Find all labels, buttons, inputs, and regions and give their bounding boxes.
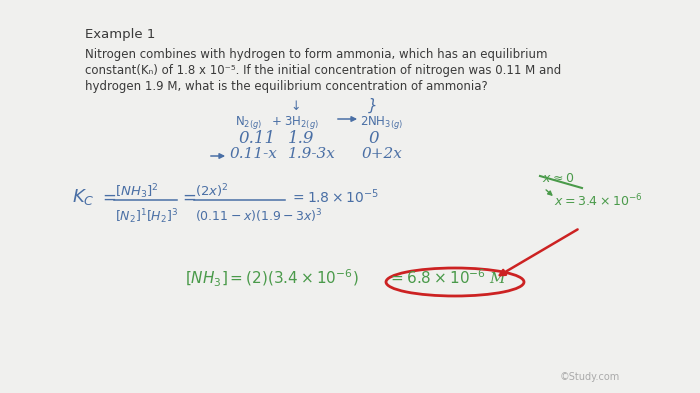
- Text: 0.11: 0.11: [238, 130, 275, 147]
- Text: $[NH_3]^2$: $[NH_3]^2$: [115, 182, 158, 201]
- Text: $=6.8\times10^{-6}$ M: $=6.8\times10^{-6}$ M: [388, 268, 507, 287]
- Text: Nitrogen combines with hydrogen to form ammonia, which has an equilibrium: Nitrogen combines with hydrogen to form …: [85, 48, 547, 61]
- Text: N$_{2(g)}$: N$_{2(g)}$: [235, 114, 262, 131]
- Text: 1.9: 1.9: [288, 130, 314, 147]
- Text: 1.9-3x: 1.9-3x: [288, 147, 336, 161]
- Text: $\mathit{K_C}$: $\mathit{K_C}$: [72, 187, 94, 207]
- Text: + 3H$_{2(g)}$: + 3H$_{2(g)}$: [271, 114, 319, 131]
- Text: 0.11-x: 0.11-x: [230, 147, 278, 161]
- Text: $x\approx0$: $x\approx0$: [542, 172, 574, 185]
- Text: 0+2x: 0+2x: [362, 147, 403, 161]
- Text: $[N_2]^1[H_2]^3$: $[N_2]^1[H_2]^3$: [115, 207, 178, 226]
- Text: $(0.11-x)(1.9-3x)^3$: $(0.11-x)(1.9-3x)^3$: [195, 207, 323, 225]
- Text: Example 1: Example 1: [85, 28, 155, 41]
- Text: =: =: [102, 189, 116, 207]
- Text: }: }: [368, 98, 378, 113]
- Text: constant(Kₙ) of 1.8 x 10⁻⁵. If the initial concentration of nitrogen was 0.11 M : constant(Kₙ) of 1.8 x 10⁻⁵. If the initi…: [85, 64, 561, 77]
- Text: 0: 0: [368, 130, 379, 147]
- Text: $(2x)^2$: $(2x)^2$: [195, 182, 229, 200]
- Text: =: =: [182, 189, 196, 207]
- Text: $= 1.8\times10^{-5}$: $= 1.8\times10^{-5}$: [290, 188, 379, 206]
- Text: hydrogen 1.9 M, what is the equilibrium concentration of ammonia?: hydrogen 1.9 M, what is the equilibrium …: [85, 80, 488, 93]
- Text: ©Study.com: ©Study.com: [560, 372, 620, 382]
- Text: $[NH_3]=(2)(3.4\times10^{-6})$: $[NH_3]=(2)(3.4\times10^{-6})$: [185, 268, 358, 289]
- Text: ↓: ↓: [290, 100, 300, 113]
- Text: 2NH$_{3(g)}$: 2NH$_{3(g)}$: [360, 114, 403, 131]
- Text: $x = 3.4\times10^{-6}$: $x = 3.4\times10^{-6}$: [554, 193, 643, 209]
